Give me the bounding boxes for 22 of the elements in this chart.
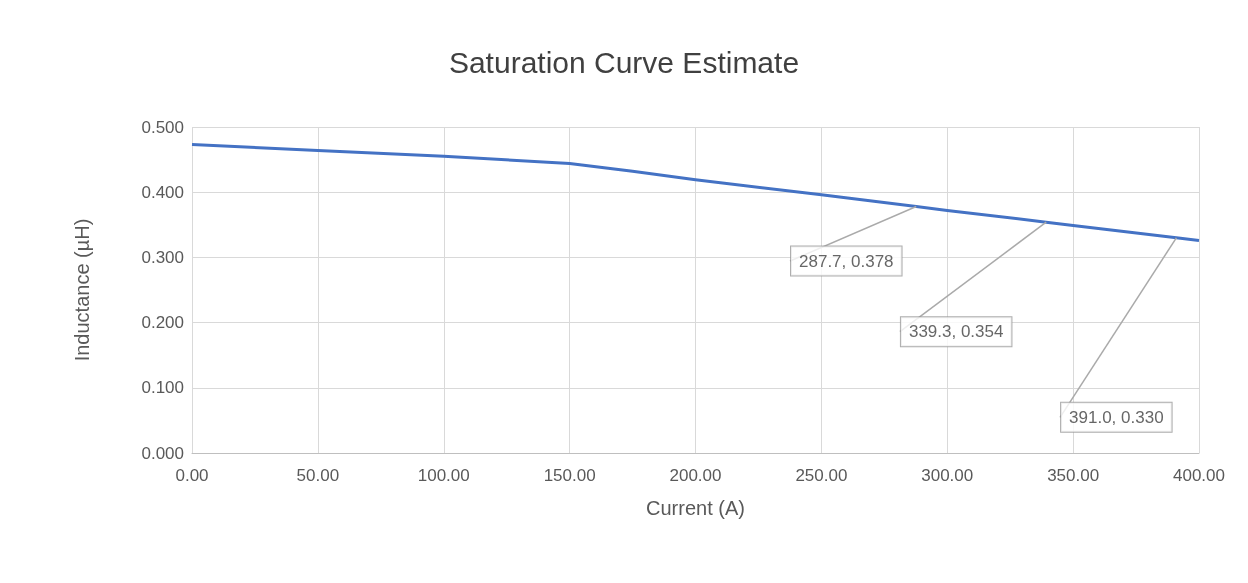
y-axis-title: Inductance (µH): [71, 218, 93, 362]
annotation: 391.0, 0.330: [1069, 407, 1164, 427]
y-tick-label: 0.200: [141, 313, 184, 333]
x-tick-label: 150.00: [543, 466, 596, 485]
line-series: [190, 143, 1201, 242]
y-tick-label: 0.300: [141, 247, 184, 267]
y-tick-label: 0.000: [141, 443, 184, 463]
x-tick-label: 0.00: [175, 466, 209, 485]
y-tick-label: 0.100: [141, 378, 184, 398]
x-tick-label: 250.00: [795, 466, 848, 485]
y-tick-label: 0.500: [141, 117, 184, 137]
x-axis-title: Current (A): [646, 497, 745, 519]
x-tick-label: 300.00: [921, 466, 974, 485]
y-tick-label: 0.400: [141, 182, 184, 202]
x-tick-label: 200.00: [669, 466, 722, 485]
chart-title: Saturation Curve Estimate: [448, 45, 800, 79]
x-tick-label: 350.00: [1047, 466, 1100, 485]
x-tick-label: 400.00: [1173, 466, 1225, 485]
x-tick-label: 100.00: [417, 466, 470, 485]
annotation: 287.7, 0.378: [799, 251, 894, 271]
annotation: 339.3, 0.354: [908, 322, 1004, 342]
x-tick-label: 50.00: [296, 466, 340, 485]
